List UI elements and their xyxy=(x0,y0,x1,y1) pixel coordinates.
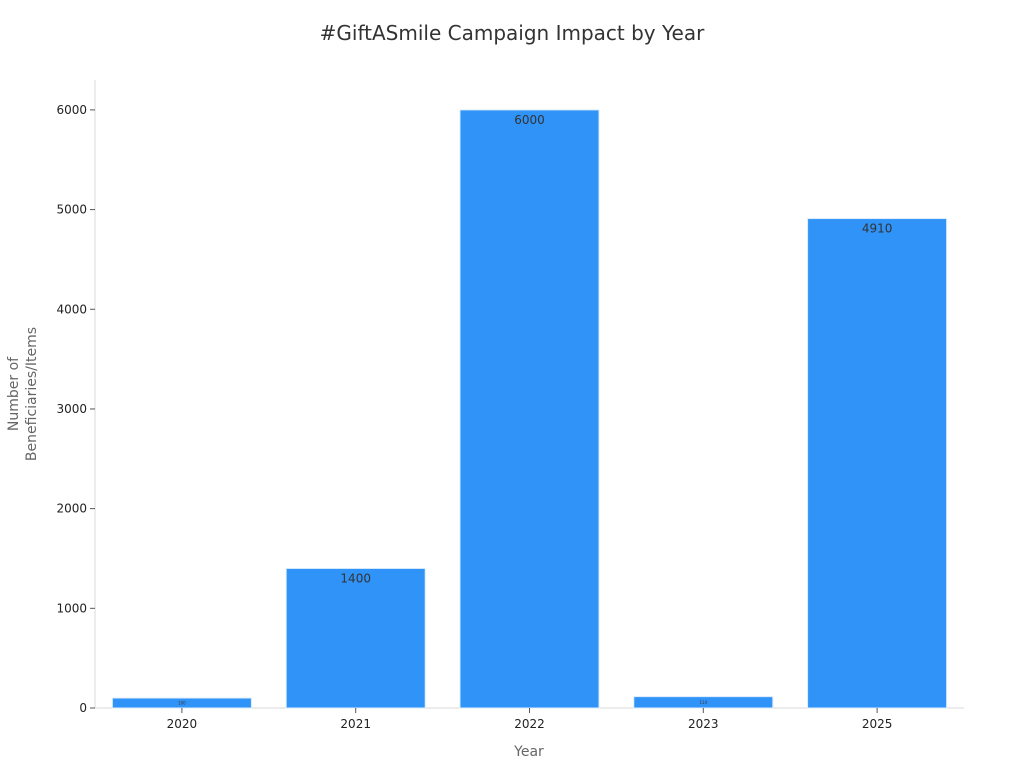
y-tick-label: 6000 xyxy=(56,103,87,117)
x-tick-label: 2022 xyxy=(514,717,545,731)
bar-value-label: 6000 xyxy=(514,113,545,127)
x-tick-label: 2023 xyxy=(688,717,719,731)
x-tick-label: 2020 xyxy=(167,717,198,731)
x-axis-title: Year xyxy=(513,744,544,760)
y-tick-label: 2000 xyxy=(56,502,87,516)
chart-title: #GiftASmile Campaign Impact by Year xyxy=(320,21,705,45)
bar-2021 xyxy=(285,567,426,709)
bar-value-label: 114 xyxy=(699,700,707,705)
y-tick-label: 3000 xyxy=(56,402,87,416)
y-axis-title: Number of Beneficiaries/Items xyxy=(6,327,40,461)
bar-value-label: 4910 xyxy=(862,222,893,236)
bar-value-label: 100 xyxy=(178,701,186,706)
y-axis-title-line-2: Beneficiaries/Items xyxy=(24,327,40,461)
bar-value-label: 1400 xyxy=(340,571,371,585)
x-axis-ticks: 2020 2021 2022 2023 2025 xyxy=(167,708,893,731)
x-tick-label: 2025 xyxy=(862,717,893,731)
y-axis-ticks: 0 1000 2000 3000 4000 5000 6000 xyxy=(56,103,95,715)
y-tick-label: 4000 xyxy=(56,302,87,316)
y-tick-label: 5000 xyxy=(56,203,87,217)
bar-2025 xyxy=(807,218,948,709)
bars: 100 1400 6000 114 4910 xyxy=(111,109,948,709)
y-axis-title-line-1: Number of xyxy=(6,356,22,431)
bar-2022 xyxy=(459,109,600,709)
y-tick-label: 1000 xyxy=(56,601,87,615)
x-tick-label: 2021 xyxy=(340,717,371,731)
y-tick-label: 0 xyxy=(79,701,87,715)
